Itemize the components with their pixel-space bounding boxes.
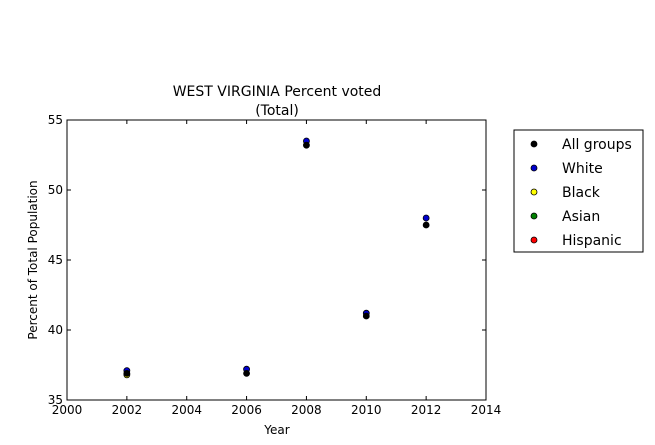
x-tick-label: 2014 bbox=[471, 403, 502, 417]
legend-label: All groups bbox=[562, 137, 632, 153]
legend-label: White bbox=[562, 161, 603, 177]
x-tick-label: 2010 bbox=[351, 403, 382, 417]
legend-marker bbox=[530, 188, 538, 196]
legend-marker bbox=[530, 236, 538, 244]
chart-title: WEST VIRGINIA Percent voted bbox=[173, 84, 382, 100]
data-point-all-groups bbox=[303, 141, 310, 149]
chart-subtitle: (Total) bbox=[255, 103, 299, 119]
x-tick-label: 2002 bbox=[112, 403, 143, 417]
x-tick-label: 2000 bbox=[52, 403, 83, 417]
legend-marker bbox=[530, 212, 538, 220]
legend-marker bbox=[530, 164, 538, 172]
y-tick-label: 50 bbox=[48, 183, 63, 197]
legend-marker bbox=[530, 140, 538, 148]
data-point-all-groups bbox=[243, 369, 250, 377]
data-point-all-groups bbox=[422, 221, 430, 229]
y-tick-label: 35 bbox=[48, 393, 63, 407]
legend-label: Hispanic bbox=[562, 233, 622, 249]
y-axis-label: Percent of Total Population bbox=[26, 180, 40, 339]
legend-label: Asian bbox=[562, 209, 600, 225]
data-points bbox=[123, 137, 430, 379]
data-point-white bbox=[422, 214, 430, 222]
y-tick-label: 45 bbox=[48, 253, 63, 267]
y-tick-label: 55 bbox=[48, 113, 63, 127]
legend-label: Black bbox=[562, 185, 601, 201]
legend: All groups White Black Asian Hispanic bbox=[513, 129, 644, 253]
axes: 2000 2002 2004 2006 2008 2010 2012 2014 35 40 45 50… bbox=[48, 113, 502, 417]
y-tick-label: 40 bbox=[48, 323, 63, 337]
x-axis-label: Year bbox=[263, 423, 289, 437]
x-tick-label: 2006 bbox=[231, 403, 262, 417]
data-point-all-groups bbox=[123, 369, 131, 377]
plot-frame bbox=[66, 119, 487, 401]
x-tick-label: 2012 bbox=[411, 403, 442, 417]
data-point-all-groups bbox=[362, 312, 370, 320]
x-tick-label: 2008 bbox=[291, 403, 322, 417]
x-tick-label: 2004 bbox=[171, 403, 202, 417]
